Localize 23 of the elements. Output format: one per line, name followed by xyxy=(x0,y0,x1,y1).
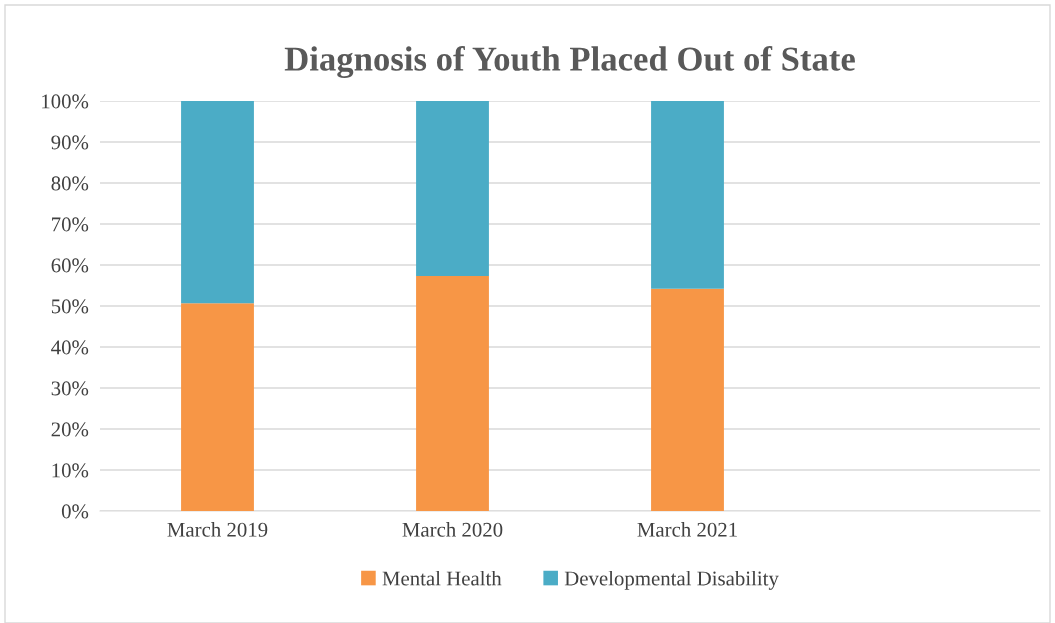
y-tick-label: 100% xyxy=(42,94,89,109)
y-tick-label: 20% xyxy=(51,422,89,437)
bar xyxy=(416,276,489,511)
y-tick-label: 40% xyxy=(51,340,89,355)
y-tick-label: 0% xyxy=(61,504,89,519)
y-tick-label: 80% xyxy=(51,176,89,191)
x-tick-label: March 2020 xyxy=(402,522,503,537)
y-tick-label: 70% xyxy=(52,217,89,232)
y-tick-label: 30% xyxy=(51,381,89,396)
legend-label: Mental Health xyxy=(382,570,502,586)
bar xyxy=(651,288,724,511)
bar xyxy=(651,101,724,289)
y-tick-label: 10% xyxy=(52,463,89,478)
legend-label: Developmental Disability xyxy=(564,570,779,590)
y-tick-label: 50% xyxy=(51,299,89,314)
y-tick-label: 90% xyxy=(51,135,89,150)
bar xyxy=(181,101,254,304)
x-tick-label: March 2019 xyxy=(167,522,268,537)
bar xyxy=(416,101,489,277)
bar xyxy=(181,303,254,511)
y-tick-label: 60% xyxy=(51,258,89,273)
x-tick-label: March 2021 xyxy=(637,522,737,537)
chart-title: Diagnosis of Youth Placed Out of State xyxy=(284,46,855,79)
